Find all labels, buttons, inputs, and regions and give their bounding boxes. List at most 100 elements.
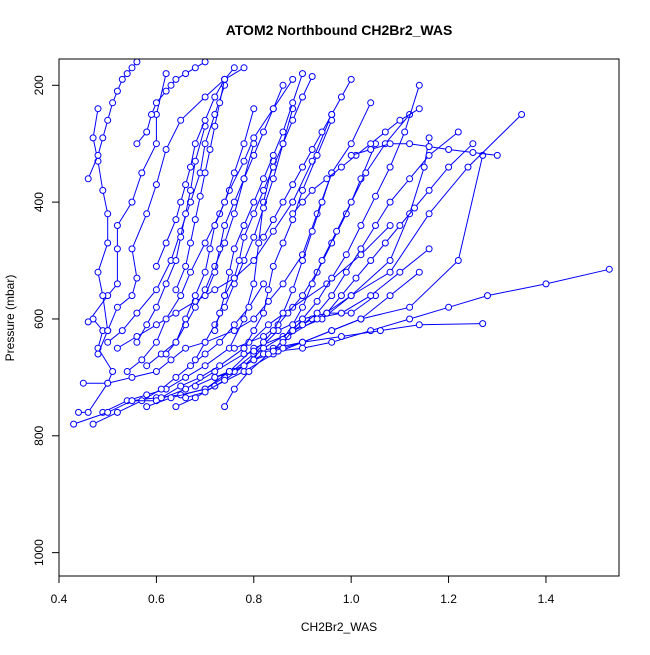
data-point [289, 286, 297, 294]
data-point [104, 327, 112, 335]
data-point [182, 344, 190, 352]
data-point [191, 140, 199, 148]
data-point [128, 397, 136, 405]
data-point [187, 362, 194, 370]
data-point [245, 368, 253, 375]
data-point [337, 292, 345, 300]
data-point [318, 198, 326, 206]
data-point [289, 216, 297, 224]
data-series [75, 70, 170, 416]
data-point [401, 128, 409, 136]
data-point [250, 140, 258, 148]
data-point [99, 292, 107, 300]
data-point [250, 315, 258, 323]
data-point [323, 175, 331, 183]
data-point [79, 379, 87, 387]
data-point [479, 320, 487, 328]
data-point [313, 297, 321, 305]
data-point [128, 198, 136, 206]
data-point [152, 286, 160, 294]
data-point [221, 303, 229, 311]
data-point [323, 280, 331, 288]
data-point [337, 309, 345, 317]
data-point [109, 368, 117, 375]
data-point [230, 327, 238, 335]
data-point [118, 327, 126, 335]
data-point [230, 321, 238, 329]
data-point [342, 251, 350, 259]
series-line [204, 85, 284, 296]
data-point [133, 338, 141, 346]
data-point [201, 140, 209, 148]
data-point [269, 262, 277, 270]
data-point [445, 163, 453, 171]
data-point [152, 181, 160, 189]
data-series [99, 157, 277, 416]
x-tick-label: 1.4 [538, 592, 555, 606]
data-point [216, 99, 224, 107]
data-point [425, 143, 433, 151]
data-point [94, 268, 102, 276]
data-point [605, 265, 613, 273]
data-point [225, 268, 233, 276]
data-point [152, 368, 160, 375]
data-series [104, 81, 229, 346]
data-point [289, 327, 297, 335]
data-point [94, 105, 102, 113]
data-point [328, 111, 336, 118]
data-point [221, 376, 229, 384]
data-point [152, 303, 160, 311]
data-point [201, 268, 209, 276]
data-point [411, 204, 418, 212]
data-point [182, 385, 190, 393]
data-point [152, 140, 160, 148]
data-point [318, 257, 326, 264]
data-point [162, 70, 170, 78]
data-point [187, 198, 194, 206]
data-point [347, 75, 355, 83]
data-point [250, 105, 258, 113]
data-point [182, 373, 190, 381]
series-line [92, 108, 109, 355]
data-point [128, 245, 136, 253]
data-point [337, 333, 345, 340]
data-series [221, 73, 316, 300]
data-point [172, 403, 180, 411]
data-point [347, 151, 355, 159]
data-point [396, 222, 404, 229]
data-point [269, 151, 277, 159]
x-tick-label: 0.8 [245, 592, 262, 606]
data-point [230, 64, 238, 72]
data-point [337, 93, 345, 101]
y-tick-label: 400 [32, 192, 46, 212]
data-point [128, 373, 136, 381]
data-point [347, 292, 355, 300]
data-point [299, 338, 306, 346]
data-point [113, 280, 121, 288]
data-point [201, 338, 209, 346]
data-point [94, 350, 102, 358]
data-point [240, 222, 248, 229]
data-point [260, 175, 267, 183]
data-point [347, 140, 355, 148]
data-point [260, 344, 267, 352]
data-point [211, 222, 219, 229]
data-point [328, 327, 336, 335]
data-point [342, 268, 350, 276]
data-point [240, 233, 248, 241]
data-point [133, 58, 141, 66]
data-point [206, 146, 214, 153]
data-point [386, 163, 394, 171]
data-point [299, 321, 306, 329]
data-point [299, 70, 306, 78]
data-point [289, 99, 297, 107]
data-point [396, 268, 404, 276]
data-point [104, 379, 112, 387]
data-point [299, 198, 306, 206]
data-series [152, 64, 238, 270]
data-point [201, 362, 209, 370]
series-line [78, 73, 167, 413]
data-point [230, 245, 238, 253]
data-point [260, 186, 267, 194]
data-point [362, 169, 370, 177]
